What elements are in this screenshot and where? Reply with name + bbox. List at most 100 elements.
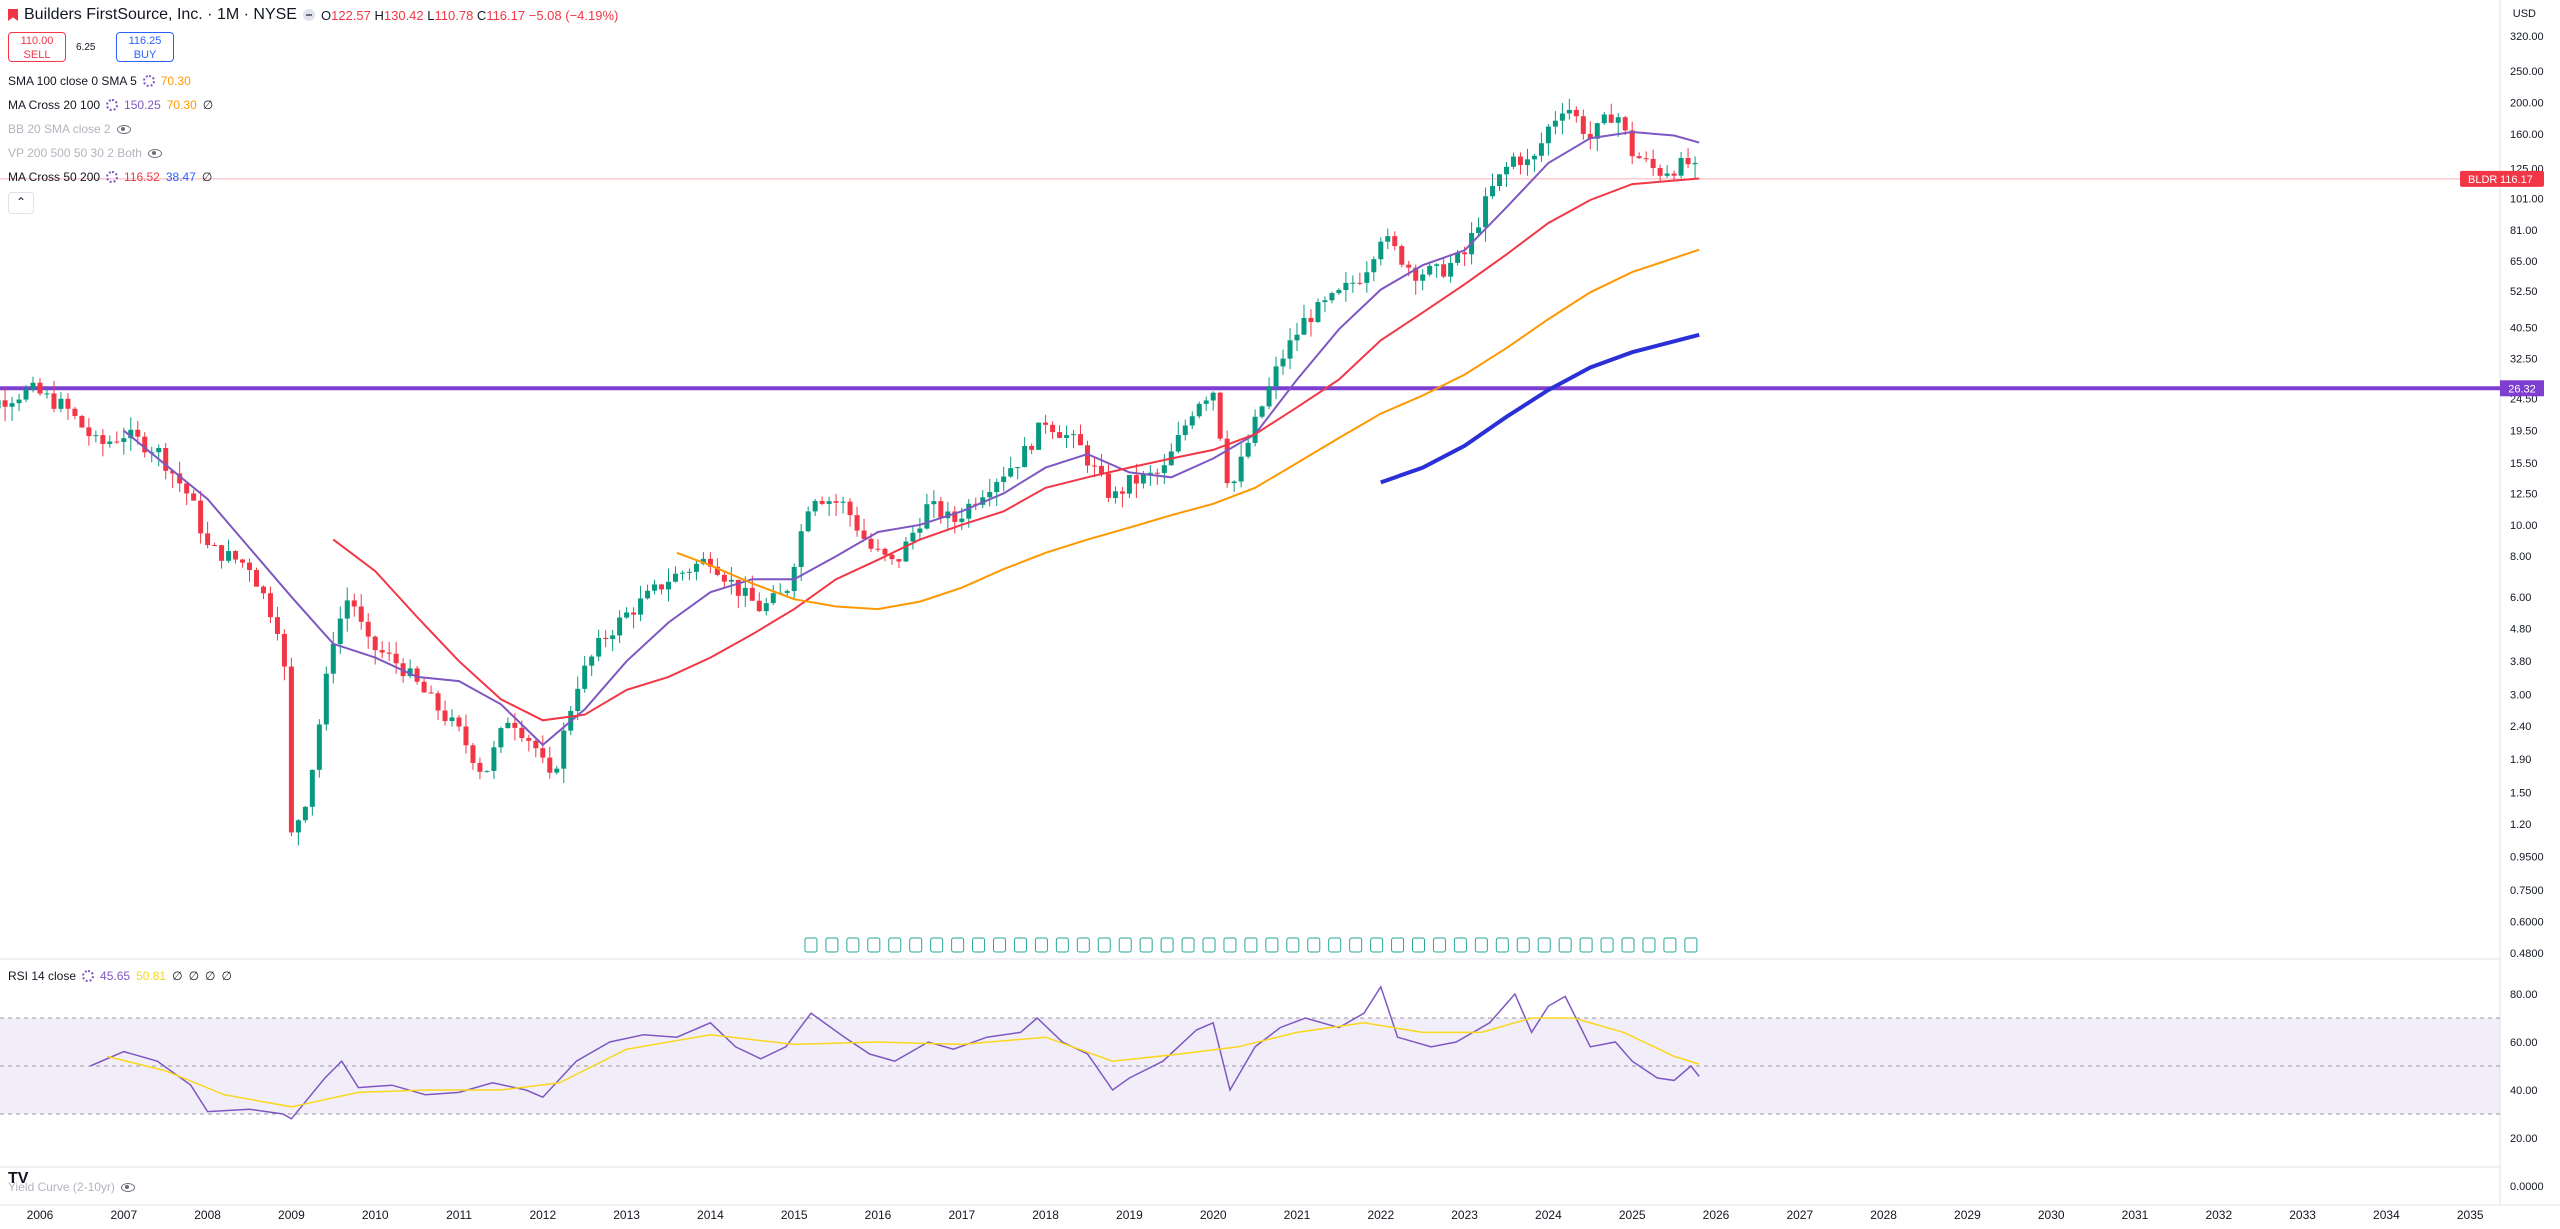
- time-tick-label: 2012: [529, 1208, 556, 1222]
- candle: [1085, 445, 1090, 466]
- candle: [156, 448, 162, 453]
- spread-value: 6.25: [76, 42, 96, 53]
- candle: [889, 554, 895, 560]
- price-tick-label: 0.7500: [2510, 885, 2544, 897]
- indicator-ma-cross-20-100[interactable]: MA Cross 20 100 150.25 70.30 ∅: [8, 98, 214, 112]
- earnings-marker-icon: [1055, 937, 1069, 953]
- candle: [1434, 264, 1440, 266]
- candle: [1357, 282, 1363, 284]
- candle: [798, 531, 804, 567]
- candle: [679, 572, 685, 574]
- candle: [1566, 109, 1572, 114]
- candle: [463, 726, 469, 746]
- candle: [1189, 416, 1195, 426]
- candle: [547, 757, 553, 773]
- candle: [51, 393, 57, 409]
- candle: [1538, 143, 1544, 156]
- market-status-icon[interactable]: [302, 9, 315, 21]
- indicator-bb[interactable]: BB 20 SMA close 2: [8, 122, 131, 136]
- symbol-title[interactable]: Builders FirstSource, Inc. · 1M · NYSE: [24, 6, 297, 23]
- currency-label[interactable]: USD: [2512, 8, 2536, 20]
- candle: [1378, 241, 1384, 260]
- candle: [1154, 472, 1160, 474]
- candle: [2, 400, 8, 407]
- candle: [233, 551, 239, 560]
- candle: [1043, 422, 1049, 425]
- earnings-marker-icon: [1663, 937, 1677, 953]
- rsi-legend[interactable]: RSI 14 close 45.65 50.81 ∅ ∅ ∅ ∅: [8, 969, 232, 983]
- indicator-ma-cross-50-200[interactable]: MA Cross 50 200 116.52 38.47 ∅: [8, 170, 213, 184]
- candle: [1420, 274, 1426, 281]
- candle: [65, 398, 71, 409]
- candle: [1071, 434, 1077, 436]
- candle: [260, 586, 266, 594]
- candle: [1399, 246, 1405, 265]
- earnings-marker-icon: [1328, 937, 1342, 953]
- hidden-eye-icon[interactable]: [120, 1182, 135, 1192]
- candle: [763, 603, 769, 612]
- indicator-sma100[interactable]: SMA 100 close 0 SMA 5 70.30: [8, 74, 191, 88]
- candle: [1685, 158, 1691, 165]
- last-price-symbol: BLDR: [2468, 174, 2497, 186]
- price-tick-label: 160.00: [2510, 129, 2544, 141]
- earnings-marker-icon: [1516, 937, 1530, 953]
- candle: [30, 382, 36, 390]
- yield-curve-legend[interactable]: Yield Curve (2-10yr): [8, 1180, 135, 1194]
- candle: [812, 500, 818, 512]
- candle: [1112, 491, 1118, 499]
- price-tick-label: 15.50: [2510, 458, 2538, 470]
- collapse-legend-button[interactable]: ⌃: [8, 192, 34, 214]
- indicator-settings-icon[interactable]: [82, 970, 95, 982]
- buy-button[interactable]: 116.25 BUY: [116, 32, 174, 62]
- indicator-settings-icon[interactable]: [142, 75, 155, 87]
- candle: [770, 593, 776, 604]
- candle: [1364, 272, 1370, 283]
- rsi-tick-label: 60.00: [2510, 1037, 2538, 1049]
- indicator-settings-icon[interactable]: [106, 171, 119, 183]
- indicator-vp[interactable]: VP 200 500 50 30 2 Both: [8, 146, 162, 160]
- candle: [917, 528, 923, 533]
- candle: [589, 656, 595, 666]
- earnings-marker-icon: [1579, 937, 1593, 953]
- candle: [470, 745, 476, 763]
- candle: [1531, 155, 1537, 160]
- candle: [267, 593, 273, 618]
- candle: [240, 559, 246, 563]
- candle: [512, 722, 518, 728]
- candle: [805, 511, 811, 532]
- candle: [1259, 406, 1265, 417]
- time-tick-label: 2014: [697, 1208, 724, 1222]
- candle: [603, 637, 609, 639]
- earnings-marker-icon: [1160, 937, 1174, 953]
- hidden-eye-icon[interactable]: [147, 148, 162, 158]
- candle: [456, 717, 462, 727]
- time-tick-label: 2019: [1116, 1208, 1143, 1222]
- price-tick-label: 81.00: [2510, 225, 2538, 237]
- candle: [1615, 117, 1621, 123]
- candle: [23, 389, 29, 400]
- candle: [1427, 265, 1433, 275]
- candle: [491, 747, 497, 771]
- hidden-eye-icon[interactable]: [116, 124, 131, 134]
- sell-button[interactable]: 110.00 SELL: [8, 32, 66, 62]
- candle: [1664, 173, 1670, 176]
- candle: [526, 738, 532, 741]
- candle: [1406, 264, 1412, 268]
- candle: [407, 668, 413, 677]
- candle: [184, 483, 190, 494]
- candle: [659, 584, 665, 590]
- last-price-value: 116.17: [2500, 174, 2533, 186]
- candle: [1622, 117, 1628, 131]
- time-tick-label: 2009: [278, 1208, 305, 1222]
- candle: [170, 470, 176, 474]
- earnings-marker-icon: [825, 937, 839, 953]
- candle: [379, 650, 385, 653]
- earnings-marker-icon: [1412, 937, 1426, 953]
- indicator-settings-icon[interactable]: [106, 99, 119, 111]
- candle: [638, 598, 644, 615]
- candle: [302, 806, 308, 821]
- price-tick-label: 10.00: [2510, 520, 2538, 532]
- earnings-marker-icon: [846, 937, 860, 953]
- candle: [316, 724, 322, 770]
